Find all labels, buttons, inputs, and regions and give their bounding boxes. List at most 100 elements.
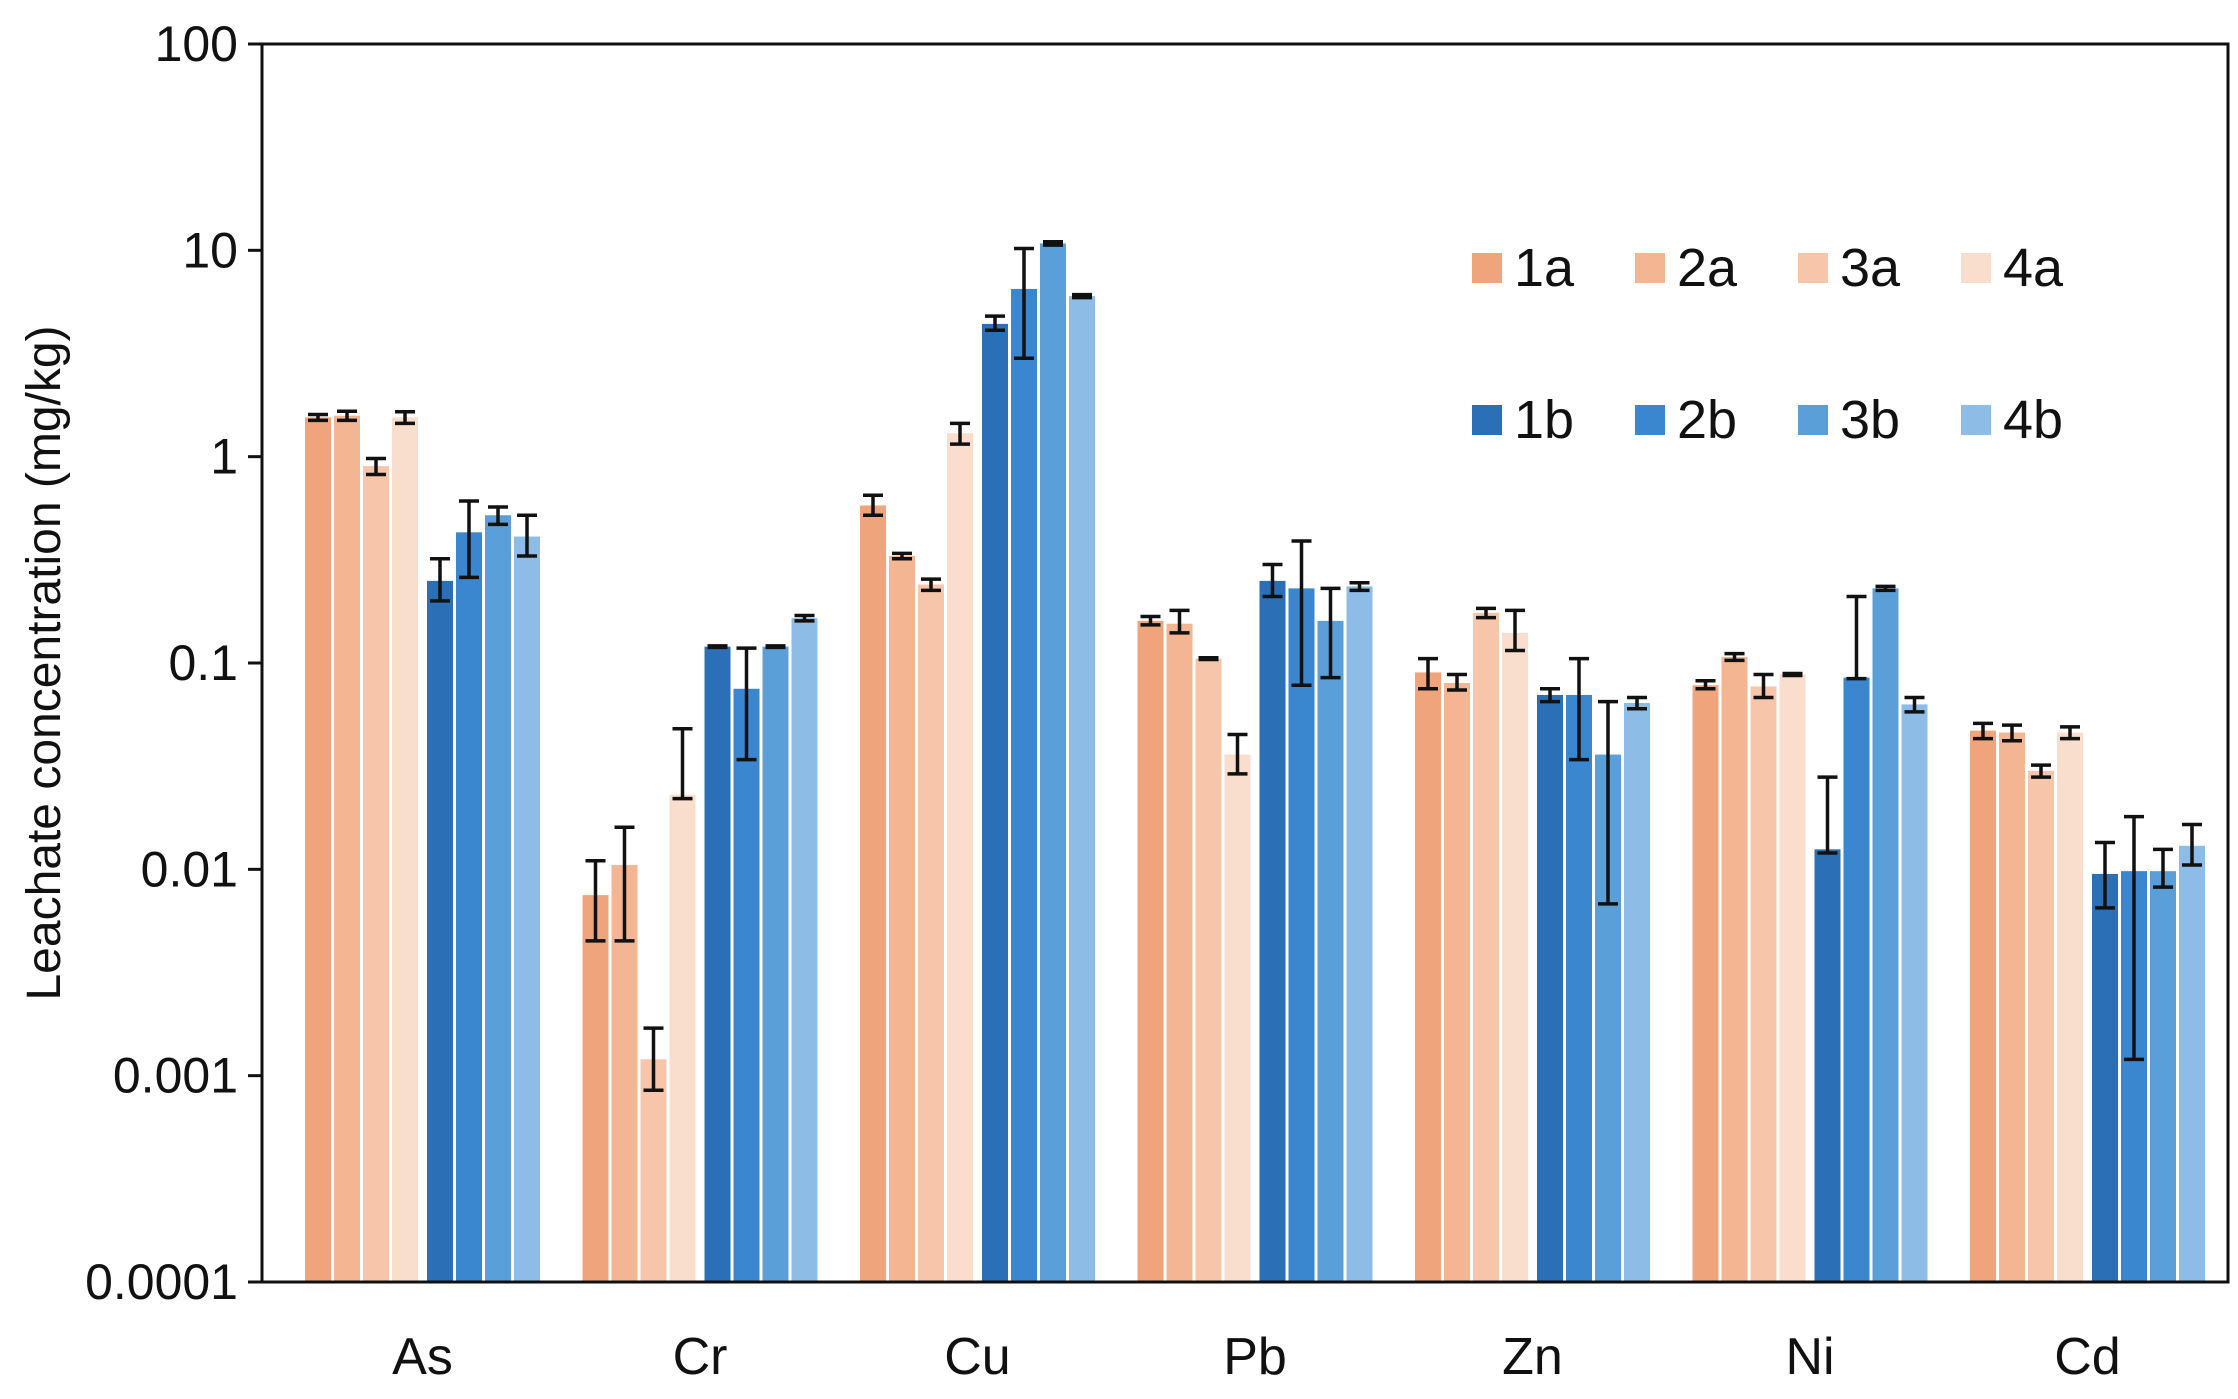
legend-item-4a: 4a: [1961, 238, 2064, 298]
legend-swatch: [1472, 253, 1502, 283]
error-bar-1b-Zn: [1540, 687, 1560, 704]
error-bar-4a-Pb: [1227, 732, 1248, 776]
bar-3b-Cu: [1040, 243, 1066, 1283]
bar-2a-Ni: [1721, 656, 1748, 1282]
error-bar-1a-Cu: [863, 493, 883, 518]
error-bar-2a-Ni: [1724, 651, 1745, 663]
error-bar-1b-Cu: [985, 314, 1005, 332]
error-bar-3b-Cu: [1043, 240, 1063, 247]
bar-1b-Cr: [704, 646, 731, 1282]
legend-item-1a: 1a: [1472, 238, 1575, 298]
error-bar-4b-Cd: [2182, 822, 2202, 867]
legend-item-4b: 4b: [1961, 390, 2063, 450]
error-bar-2a-Pb: [1169, 608, 1190, 635]
bar-1a-Zn: [1415, 672, 1441, 1282]
bar-3a-Pb: [1195, 658, 1222, 1282]
bar-3a-Cr: [640, 1059, 667, 1282]
error-bar-3a-Cr: [643, 1026, 664, 1092]
bar-1a-Pb: [1137, 620, 1164, 1282]
error-bar-2b-As: [459, 499, 479, 580]
legend-label: 2a: [1677, 238, 1738, 298]
bar-3b-Ni: [1872, 588, 1899, 1282]
bar-4b-Ni: [1901, 704, 1928, 1282]
error-bar-3b-Cr: [765, 644, 786, 650]
bar-1b-Cd: [2092, 873, 2118, 1282]
y-tick-label: 0.001: [113, 1048, 238, 1104]
bar-1a-Cd: [1970, 730, 1996, 1282]
error-bar-2a-Cd: [2002, 723, 2022, 743]
legend-swatch: [1961, 253, 1991, 283]
legend-item-1b: 1b: [1472, 390, 1574, 450]
error-bar-4b-As: [517, 513, 537, 558]
error-bar-3b-Ni: [1875, 584, 1896, 593]
error-bar-1b-Cd: [2095, 840, 2115, 910]
error-bar-3b-Zn: [1598, 699, 1618, 906]
bar-3a-Ni: [1750, 686, 1777, 1282]
legend-swatch: [1798, 253, 1828, 283]
error-bar-1a-Cr: [585, 859, 606, 943]
bar-4b-Zn: [1624, 702, 1650, 1282]
error-bar-3a-Cu: [921, 577, 941, 593]
x-category-label: Ni: [1785, 1328, 1834, 1386]
bar-2b-Zn: [1566, 694, 1592, 1282]
y-tick-label: 100: [155, 16, 238, 72]
error-bar-4a-As: [395, 410, 415, 426]
error-bar-2b-Cu: [1014, 246, 1034, 360]
bar-3a-As: [363, 466, 389, 1282]
error-bar-1a-Pb: [1140, 614, 1161, 627]
error-bar-1b-Pb: [1262, 562, 1283, 599]
bar-2a-Cd: [1999, 732, 2025, 1282]
error-bar-3a-Ni: [1753, 672, 1774, 700]
bar-2a-Pb: [1166, 623, 1193, 1282]
error-bar-1a-Zn: [1418, 656, 1438, 691]
legend-label: 3a: [1840, 238, 1901, 298]
bar-4b-Pb: [1346, 586, 1373, 1282]
bar-1a-As: [305, 417, 331, 1282]
bar-2a-As: [334, 415, 360, 1282]
bar-1b-Pb: [1259, 580, 1286, 1282]
legend-item-2a: 2a: [1635, 238, 1738, 298]
legend-swatch: [1635, 405, 1665, 435]
bar-2b-As: [456, 532, 482, 1282]
legend: 1a 2a 3a 4a 1b 2b 3b 4b: [1472, 238, 2064, 450]
bar-4a-Zn: [1502, 632, 1528, 1282]
error-bars-layer: [308, 240, 2202, 1092]
bar-4b-Cr: [791, 618, 818, 1282]
error-bar-3b-As: [488, 505, 508, 527]
bar-2b-Pb: [1288, 588, 1315, 1282]
error-bar-4b-Pb: [1349, 580, 1370, 593]
bar-1a-Cr: [582, 895, 609, 1282]
legend-label: 3b: [1840, 390, 1900, 450]
error-bar-2a-Cr: [614, 825, 635, 943]
error-bar-1a-Cd: [1973, 721, 1993, 741]
bar-4a-Cr: [669, 794, 696, 1282]
y-axis: 0.0001 0.001 0.01 0.1 1 10 100: [85, 16, 262, 1310]
x-category-label: Cu: [944, 1328, 1010, 1386]
bar-4b-Cd: [2179, 845, 2205, 1282]
bar-3b-Cr: [762, 646, 789, 1282]
error-bar-2b-Ni: [1846, 594, 1867, 681]
legend-swatch: [1635, 253, 1665, 283]
bar-4a-Ni: [1779, 674, 1806, 1282]
error-bar-1b-Ni: [1817, 775, 1838, 855]
bar-1b-Ni: [1814, 849, 1841, 1282]
x-category-label: As: [392, 1328, 453, 1386]
bars-layer: [305, 243, 2205, 1283]
legend-label: 1b: [1514, 390, 1574, 450]
error-bar-3b-Cd: [2153, 847, 2173, 889]
error-bar-2b-Cr: [736, 646, 757, 762]
error-bar-4b-Ni: [1904, 695, 1925, 714]
error-bar-4a-Zn: [1505, 608, 1525, 653]
y-tick-label: 0.1: [168, 635, 238, 691]
error-bar-4b-Cu: [1072, 292, 1092, 300]
y-axis-label: Leachate concentration (mg/kg): [18, 325, 71, 1000]
bar-3a-Zn: [1473, 612, 1499, 1282]
bar-2b-Ni: [1843, 677, 1870, 1282]
error-bar-2a-Zn: [1447, 672, 1467, 692]
bar-3b-Cd: [2150, 871, 2176, 1282]
bar-4a-Cd: [2057, 732, 2083, 1282]
legend-item-3b: 3b: [1798, 390, 1900, 450]
error-bar-2b-Cd: [2124, 814, 2144, 1062]
